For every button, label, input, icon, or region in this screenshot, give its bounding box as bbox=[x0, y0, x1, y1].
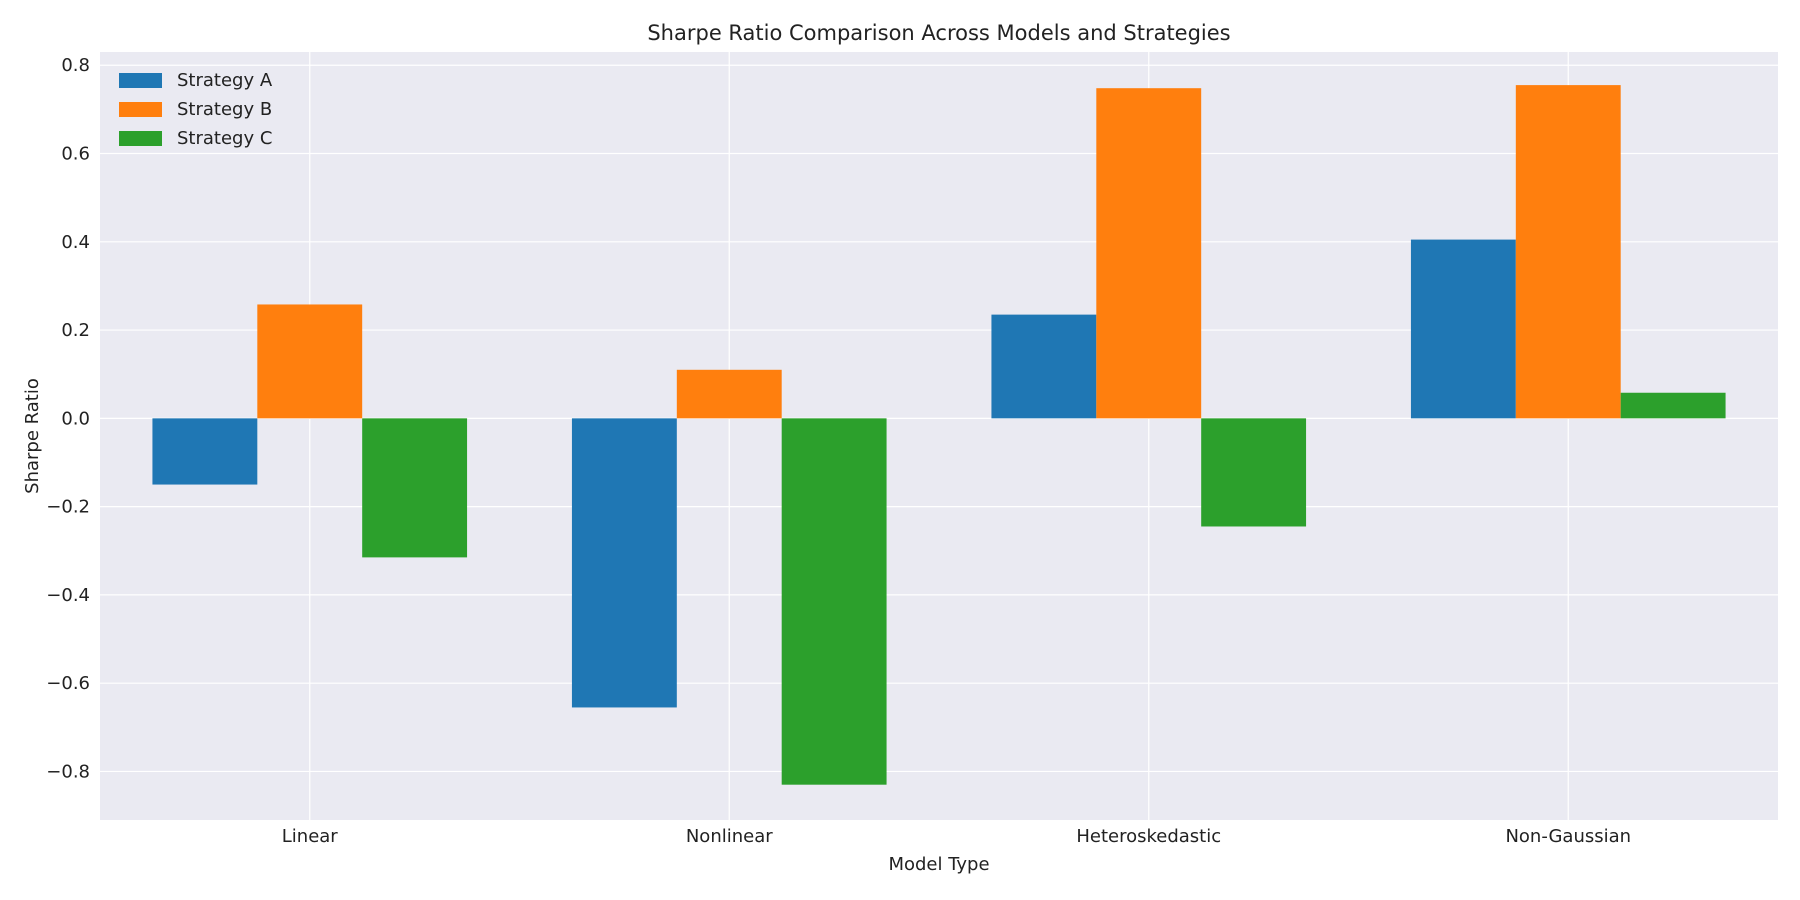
legend-label: Strategy B bbox=[177, 99, 272, 120]
bars bbox=[152, 85, 1726, 785]
bar bbox=[257, 304, 363, 419]
y-tick-label: 0.8 bbox=[61, 55, 90, 76]
bar bbox=[1201, 418, 1307, 527]
legend: Strategy A Strategy B Strategy C bbox=[119, 70, 273, 149]
y-axis-ticks: 0.8 0.6 0.4 0.2 0.0 −0.2 −0.4 −0.6 −0.8 bbox=[46, 55, 90, 782]
bar bbox=[1096, 88, 1202, 419]
y-tick-label: −0.2 bbox=[46, 497, 90, 518]
legend-label: Strategy A bbox=[177, 70, 273, 91]
bar bbox=[152, 418, 258, 485]
x-tick-label: Linear bbox=[282, 826, 339, 847]
x-tick-label: Nonlinear bbox=[686, 826, 773, 847]
y-tick-label: 0.6 bbox=[61, 144, 90, 165]
legend-swatch bbox=[119, 102, 162, 117]
bar bbox=[1515, 85, 1621, 419]
y-tick-label: −0.8 bbox=[46, 761, 90, 782]
x-axis-label: Model Type bbox=[888, 854, 989, 875]
chart-title: Sharpe Ratio Comparison Across Models an… bbox=[647, 21, 1230, 45]
y-tick-label: −0.4 bbox=[46, 585, 90, 606]
x-tick-label: Non-Gaussian bbox=[1505, 826, 1631, 847]
y-tick-label: 0.0 bbox=[61, 408, 90, 429]
bar bbox=[571, 418, 677, 708]
bar bbox=[1410, 239, 1516, 419]
x-axis-ticks: Linear Nonlinear Heteroskedastic Non-Gaussi… bbox=[282, 826, 1631, 847]
legend-label: Strategy C bbox=[177, 128, 272, 149]
y-tick-label: 0.4 bbox=[61, 232, 90, 253]
legend-swatch bbox=[119, 131, 162, 146]
bar bbox=[991, 314, 1097, 419]
x-tick-label: Heteroskedastic bbox=[1076, 826, 1221, 847]
bar bbox=[1620, 392, 1726, 419]
grid-lines bbox=[100, 52, 1778, 820]
y-tick-label: −0.6 bbox=[46, 673, 90, 694]
y-tick-label: 0.2 bbox=[61, 320, 90, 341]
bar bbox=[676, 369, 782, 419]
y-axis-label: Sharpe Ratio bbox=[22, 378, 43, 494]
bar bbox=[362, 418, 468, 558]
legend-swatch bbox=[119, 73, 162, 88]
bar bbox=[781, 418, 887, 785]
